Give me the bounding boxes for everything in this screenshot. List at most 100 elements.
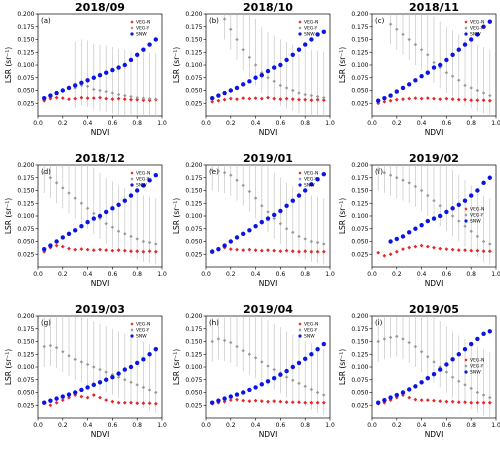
series-snw — [42, 37, 158, 101]
y-tick-label: 0.200 — [185, 313, 202, 320]
data-point-veg-n — [463, 248, 467, 253]
data-point-veg-y — [266, 76, 270, 80]
panel-1: 2018/09 0.0 0.2 0.4 0.6 0.8 1.0 0.025 0.050 0.075… — [4, 1, 167, 137]
x-tick-label: 1.0 — [325, 422, 335, 429]
data-point-snw — [116, 65, 121, 70]
legend-marker-veg-y — [464, 213, 468, 217]
data-point-snw — [296, 47, 302, 52]
data-point-veg-n — [116, 400, 121, 405]
data-point-veg-y — [469, 386, 473, 391]
data-point-snw — [122, 367, 128, 372]
data-point-snw — [388, 239, 393, 244]
legend-marker-veg-y — [464, 364, 468, 368]
series-veg-y — [388, 22, 492, 98]
data-point-veg-y — [247, 189, 252, 194]
data-point-veg-y — [488, 395, 492, 400]
data-point-veg-y — [85, 362, 90, 367]
panel-2: 2018/10 0.0 0.2 0.4 0.6 0.8 1.0 0.025 0.050 0.075… — [172, 1, 335, 137]
legend-label-snw: SNW — [304, 334, 315, 340]
panel-5: 2019/01 0.0 0.2 0.4 0.6 0.8 1.0 0.025 0.050 0.075… — [172, 152, 335, 288]
data-point-veg-y — [475, 88, 480, 93]
data-point-veg-y — [247, 55, 252, 60]
data-point-veg-n — [79, 247, 84, 252]
data-point-snw — [450, 52, 455, 57]
legend-label-snw: SNW — [470, 370, 481, 376]
data-point-veg-n — [141, 98, 146, 103]
legend-marker-veg-n — [464, 20, 468, 24]
y-tick-label: 0.075 — [185, 75, 202, 82]
data-point-veg-y — [395, 27, 399, 31]
y-tick-label: 0.200 — [351, 313, 368, 320]
data-point-snw — [481, 331, 486, 337]
legend-marker-veg-y — [298, 26, 302, 30]
data-point-snw — [153, 37, 158, 42]
legend-marker-veg-n — [464, 358, 468, 362]
y-tick-label: 0.200 — [185, 162, 202, 169]
data-point-veg-n — [284, 400, 289, 405]
data-point-snw — [253, 75, 258, 80]
data-point-snw — [272, 65, 277, 70]
series-veg-y — [42, 170, 158, 246]
data-point-veg-y — [135, 237, 139, 241]
y-tick-label: 0.125 — [351, 200, 368, 207]
data-point-veg-y — [92, 365, 96, 369]
series-snw — [388, 175, 492, 244]
data-point-veg-n — [253, 398, 258, 403]
data-point-veg-n — [475, 248, 480, 253]
data-point-snw — [321, 171, 326, 177]
panel-label: (b) — [209, 17, 219, 25]
legend-label-snw: SNW — [470, 219, 481, 225]
data-point-snw — [110, 67, 115, 73]
legend-marker-veg-n — [130, 171, 134, 175]
data-point-snw — [104, 70, 109, 75]
veg-y-whiskers — [211, 316, 325, 416]
data-point-veg-y — [129, 234, 133, 239]
y-tick-label: 0.125 — [17, 49, 34, 56]
data-point-veg-n — [67, 395, 71, 400]
y-axis-label: LSR (sr⁻¹) — [172, 47, 181, 83]
data-point-veg-n — [376, 250, 381, 255]
panel-4: 2018/12 0.0 0.2 0.4 0.6 0.8 1.0 0.025 0.050 0.075… — [4, 152, 167, 288]
y-tick-label: 0.150 — [351, 37, 368, 44]
data-point-veg-y — [266, 210, 270, 214]
data-point-snw — [438, 213, 443, 219]
data-point-veg-y — [260, 204, 264, 208]
data-point-snw — [42, 246, 47, 252]
data-point-snw — [85, 78, 90, 83]
x-tick-label: 0.0 — [367, 422, 377, 429]
y-axis-label: LSR (sr⁻¹) — [338, 47, 347, 83]
data-point-veg-y — [432, 60, 436, 65]
data-point-veg-y — [284, 227, 289, 231]
y-axis-label: LSR (sr⁻¹) — [172, 349, 181, 385]
data-point-veg-y — [104, 89, 108, 94]
data-point-snw — [97, 380, 103, 385]
panel-title: 2018/09 — [75, 1, 125, 14]
data-point-snw — [376, 400, 381, 405]
data-point-veg-y — [309, 93, 314, 98]
data-point-veg-n — [278, 97, 283, 102]
y-tick-label: 0.075 — [17, 75, 34, 82]
data-point-veg-n — [481, 98, 486, 103]
x-tick-label: 0.0 — [367, 120, 377, 127]
legend-label-veg-n: VEG-N — [304, 322, 318, 328]
data-point-veg-y — [322, 95, 326, 100]
data-point-veg-y — [210, 339, 214, 344]
data-point-veg-n — [432, 96, 436, 101]
data-point-veg-n — [407, 245, 412, 250]
data-point-veg-n — [147, 249, 152, 254]
x-tick-label: 0.2 — [392, 120, 402, 127]
y-tick-label: 0.050 — [17, 239, 34, 246]
data-point-snw — [116, 371, 121, 376]
data-point-veg-y — [92, 87, 96, 92]
data-point-snw — [321, 29, 326, 35]
data-point-veg-y — [315, 390, 320, 395]
data-point-veg-y — [463, 83, 467, 88]
data-point-veg-n — [259, 399, 264, 404]
data-point-veg-y — [116, 92, 121, 97]
data-point-veg-y — [253, 356, 258, 360]
data-point-veg-y — [457, 78, 461, 82]
series-veg-n — [210, 397, 326, 406]
y-tick-label: 0.200 — [17, 11, 34, 18]
data-point-snw — [147, 352, 152, 357]
data-point-veg-y — [457, 379, 461, 383]
